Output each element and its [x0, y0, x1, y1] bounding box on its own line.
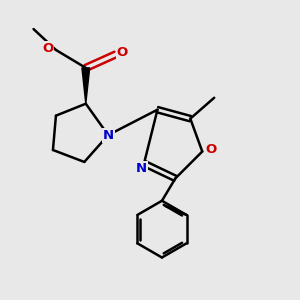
Text: N: N: [136, 162, 147, 175]
Text: O: O: [205, 142, 216, 156]
Text: O: O: [117, 46, 128, 59]
Text: O: O: [42, 42, 53, 55]
Text: N: N: [103, 129, 114, 142]
Polygon shape: [82, 68, 90, 104]
